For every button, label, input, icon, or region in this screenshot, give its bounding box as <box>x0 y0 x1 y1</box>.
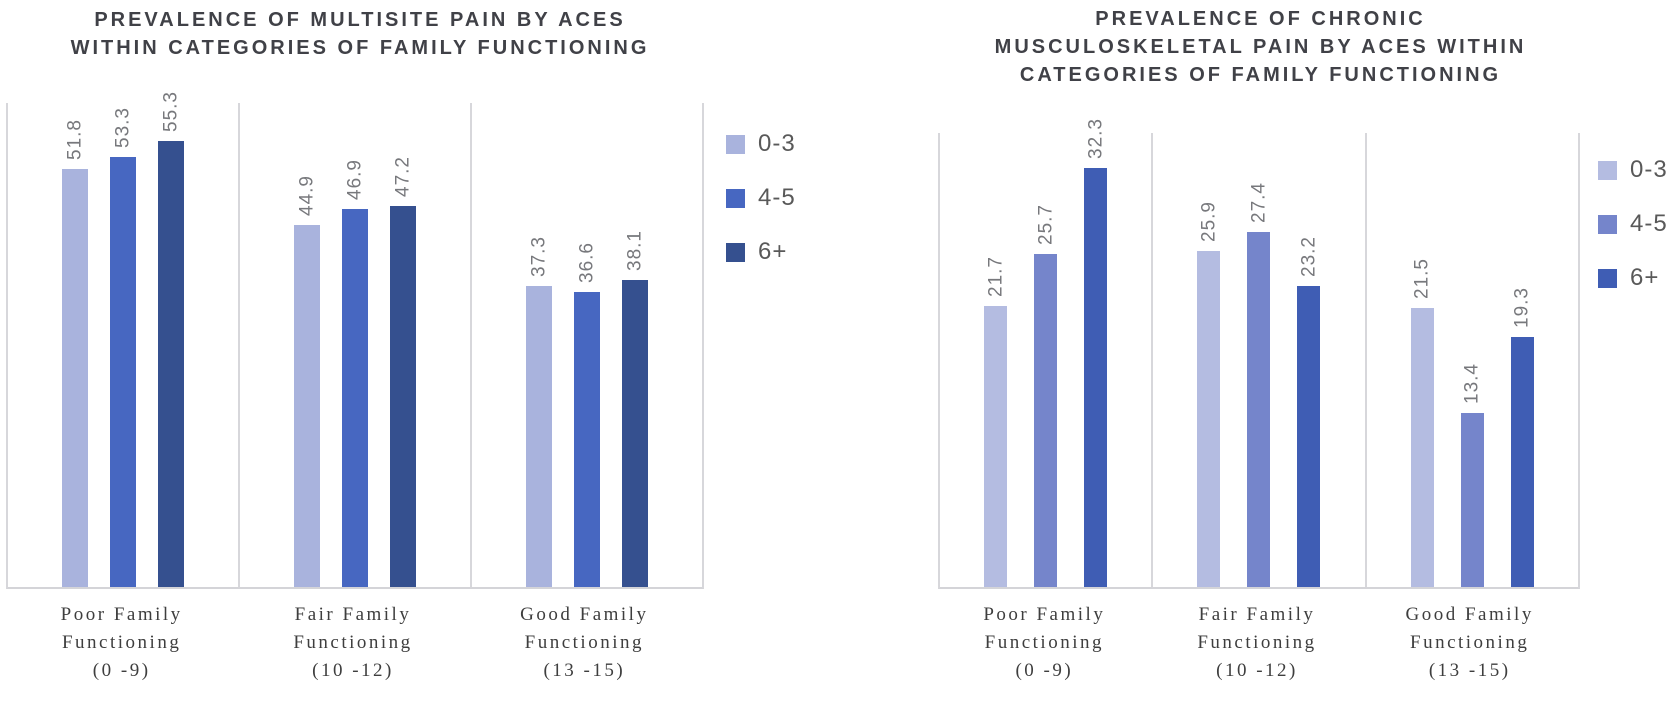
data-label: 23.2 <box>1298 236 1320 277</box>
data-label: 13.4 <box>1461 363 1483 404</box>
legend-label: 4-5 <box>758 184 796 211</box>
legend-item-aces-0-3: 0-3 <box>1598 157 1668 183</box>
category-label-line: (13 -15) <box>1428 660 1511 681</box>
chart-musculoskeletal-pain: PREVALENCE OF CHRONIC MUSCULOSKELETAL PA… <box>853 0 1673 703</box>
category-label-line: Good Family <box>520 604 649 625</box>
chart-title: PREVALENCE OF MULTISITE PAIN BY ACES WIT… <box>20 6 700 62</box>
legend-label: 0-3 <box>758 130 796 157</box>
category-label-line: Poor Family <box>60 604 183 625</box>
data-label: 55.3 <box>160 91 182 132</box>
bar-aces-0-3: 51.8 <box>62 119 88 587</box>
bar-aces-6+: 23.2 <box>1297 236 1321 587</box>
legend-label: 6+ <box>1630 264 1660 291</box>
category-group: 51.8 53.3 55.3 <box>8 91 238 587</box>
category-group: 21.5 13.4 19.3 <box>1364 133 1578 587</box>
legend-swatch-icon <box>1598 268 1617 288</box>
legend: 0-3 4-5 6+ <box>1598 157 1668 319</box>
category-label-line: Functioning <box>984 632 1104 653</box>
data-label: 36.6 <box>576 242 598 283</box>
legend-label: 4-5 <box>1630 210 1668 237</box>
bar-aces-0-3: 21.5 <box>1410 258 1434 587</box>
bar-aces-0-3: 44.9 <box>294 175 320 587</box>
category-label-line: (0 -9) <box>92 660 151 681</box>
legend-item-aces-6+: 6+ <box>726 239 796 265</box>
data-label: 51.8 <box>64 119 86 160</box>
category-label-line: Good Family <box>1405 604 1534 625</box>
data-label: 47.2 <box>392 156 414 197</box>
chart-multisite-pain: PREVALENCE OF MULTISITE PAIN BY ACES WIT… <box>0 0 828 703</box>
category-label-line: (0 -9) <box>1015 660 1074 681</box>
data-label: 32.3 <box>1085 118 1107 159</box>
legend-swatch-icon <box>1598 214 1617 234</box>
category-label-line: Fair Family <box>294 604 412 625</box>
bar-aces-0-3: 37.3 <box>526 236 552 587</box>
data-label: 46.9 <box>344 159 366 200</box>
bar-aces-0-3: 21.7 <box>984 256 1008 587</box>
legend: 0-3 4-5 6+ <box>726 131 796 293</box>
data-label: 53.3 <box>112 107 134 148</box>
category-label-line: (13 -15) <box>543 660 626 681</box>
bar-aces-4-5: 53.3 <box>110 107 136 587</box>
bar-aces-6+: 55.3 <box>158 91 184 587</box>
legend-item-aces-4-5: 4-5 <box>1598 211 1668 237</box>
data-label: 38.1 <box>624 230 646 271</box>
bar-aces-4-5: 13.4 <box>1460 363 1484 587</box>
legend-item-aces-0-3: 0-3 <box>726 131 796 157</box>
bar-aces-6+: 47.2 <box>390 156 416 587</box>
category-axis: Poor Family Functioning (0 -9) Fair Family F… <box>6 601 700 685</box>
legend-item-aces-6+: 6+ <box>1598 265 1668 291</box>
category-label: Fair Family Functioning (10 -12) <box>237 601 468 685</box>
data-label: 44.9 <box>296 175 318 216</box>
category-label: Good Family Functioning (13 -15) <box>1363 601 1576 685</box>
bar-aces-4-5: 46.9 <box>342 159 368 587</box>
category-axis: Poor Family Functioning (0 -9) Fair Family F… <box>938 601 1576 685</box>
bar-aces-4-5: 27.4 <box>1247 182 1271 587</box>
bar-aces-0-3: 25.9 <box>1197 201 1221 587</box>
chart-title: PREVALENCE OF CHRONIC MUSCULOSKELETAL PA… <box>938 5 1583 89</box>
category-label-line: Functioning <box>1410 632 1530 653</box>
legend-swatch-icon <box>726 134 745 154</box>
data-label: 27.4 <box>1248 182 1270 223</box>
bar-aces-4-5: 36.6 <box>574 242 600 587</box>
chart-title-line: CATEGORIES OF FAMILY FUNCTIONING <box>1019 64 1502 86</box>
category-label-line: Functioning <box>61 632 182 653</box>
category-label-line: Fair Family <box>1198 604 1316 625</box>
plot-area: 51.8 53.3 55.3 44.9 46.9 47.2 37.3 36.6 38.1 <box>6 91 704 589</box>
bar-aces-6+: 32.3 <box>1084 118 1108 587</box>
data-label: 25.9 <box>1198 201 1220 242</box>
category-label: Poor Family Functioning (0 -9) <box>938 601 1151 685</box>
bar-aces-4-5: 25.7 <box>1034 204 1058 587</box>
category-label-line: Functioning <box>1197 632 1317 653</box>
category-label: Good Family Functioning (13 -15) <box>469 601 700 685</box>
data-label: 21.7 <box>985 256 1007 297</box>
plot-area: 21.7 25.7 32.3 25.9 27.4 23.2 21.5 13.4 19.3 <box>938 118 1580 589</box>
category-label-line: Functioning <box>524 632 644 653</box>
legend-swatch-icon <box>726 188 745 208</box>
chart-title-line: WITHIN CATEGORIES OF FAMILY FUNCTIONING <box>70 37 650 59</box>
category-label-line: Poor Family <box>983 604 1106 625</box>
data-label: 25.7 <box>1035 204 1057 245</box>
data-label: 19.3 <box>1511 287 1533 328</box>
category-label-line: (10 -12) <box>1216 660 1298 681</box>
legend-swatch-icon <box>726 242 745 262</box>
category-label: Poor Family Functioning (0 -9) <box>6 601 237 685</box>
category-label-line: Functioning <box>293 632 413 653</box>
category-group: 44.9 46.9 47.2 <box>238 103 470 587</box>
data-label: 21.5 <box>1411 258 1433 299</box>
chart-title-line: MUSCULOSKELETAL PAIN BY ACES WITHIN <box>994 36 1527 58</box>
legend-label: 6+ <box>758 238 788 265</box>
category-group: 37.3 36.6 38.1 <box>470 103 702 587</box>
data-label: 37.3 <box>528 236 550 277</box>
category-group: 25.9 27.4 23.2 <box>1151 133 1364 587</box>
category-label: Fair Family Functioning (10 -12) <box>1151 601 1364 685</box>
bar-aces-6+: 38.1 <box>622 230 648 587</box>
bar-aces-6+: 19.3 <box>1510 287 1534 587</box>
category-group: 21.7 25.7 32.3 <box>940 118 1151 587</box>
category-label-line: (10 -12) <box>312 660 394 681</box>
chart-title-line: PREVALENCE OF MULTISITE PAIN BY ACES <box>94 9 626 31</box>
legend-item-aces-4-5: 4-5 <box>726 185 796 211</box>
chart-title-line: PREVALENCE OF CHRONIC <box>1095 8 1426 30</box>
legend-label: 0-3 <box>1630 156 1668 183</box>
legend-swatch-icon <box>1598 160 1617 180</box>
